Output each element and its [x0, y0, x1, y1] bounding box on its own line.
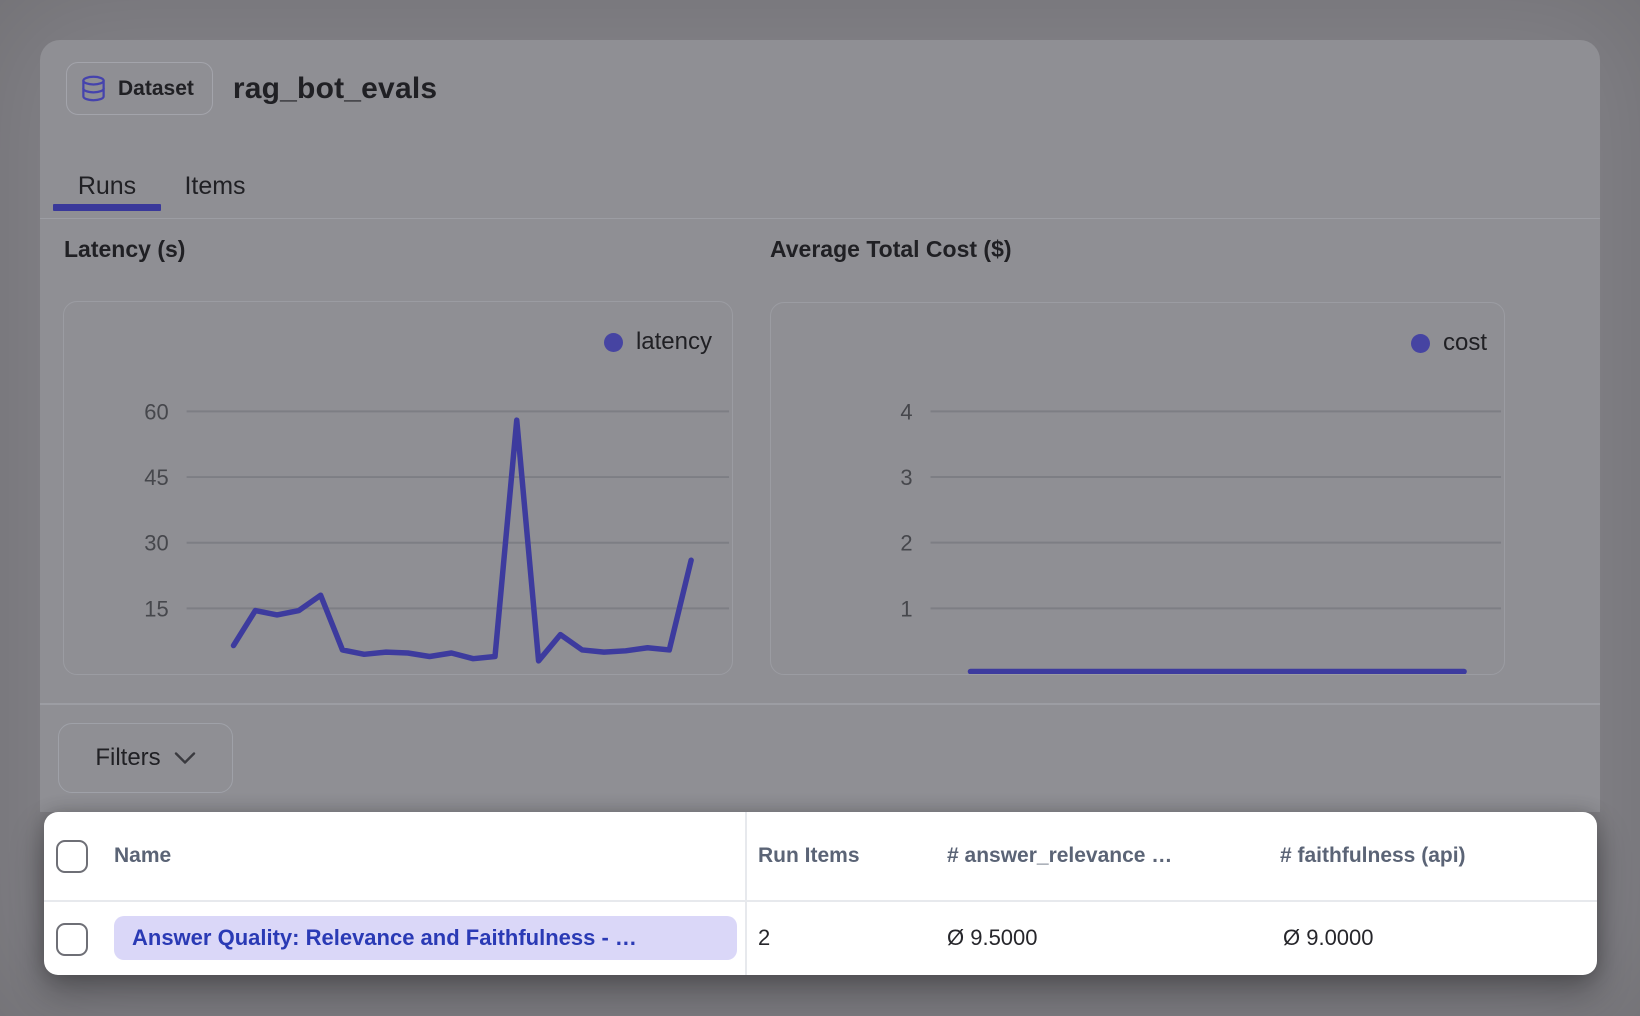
dataset-badge: Dataset: [66, 62, 213, 115]
tab-runs[interactable]: Runs: [77, 171, 137, 200]
svg-text:3: 3: [900, 465, 912, 490]
answer-relevance-value: Ø 9.5000: [947, 924, 1038, 950]
dataset-badge-label: Dataset: [118, 76, 194, 100]
column-header-name: Name: [114, 844, 172, 867]
svg-text:45: 45: [144, 465, 168, 490]
page-title: rag_bot_evals: [232, 71, 438, 105]
cost-chart: 1 2 3 4 cost: [770, 302, 1505, 675]
cost-legend: cost: [1410, 329, 1487, 357]
filters-button-label: Filters: [95, 744, 161, 771]
faithfulness-value: Ø 9.0000: [1283, 924, 1374, 950]
active-tab-indicator: [53, 204, 161, 211]
svg-text:30: 30: [144, 531, 168, 556]
column-header-run-items: Run Items: [758, 844, 860, 867]
header: Dataset rag_bot_evals: [66, 62, 437, 115]
row-checkbox[interactable]: [56, 923, 88, 956]
cost-legend-dot: [1410, 333, 1430, 353]
latency-chart: 15 30 45 60 latency: [63, 301, 733, 675]
cost-legend-label: cost: [1442, 329, 1487, 356]
latency-line-plot: 15 30 45 60: [144, 399, 730, 664]
latency-legend: latency: [603, 328, 712, 356]
latency-legend-dot: [603, 332, 623, 352]
run-items-value: 2: [758, 924, 771, 950]
column-header-answer-relevance: # answer_relevance …: [947, 844, 1173, 867]
dataset-card: Dataset rag_bot_evals Runs Items Latency…: [40, 40, 1600, 812]
svg-text:2: 2: [900, 531, 912, 556]
select-all-checkbox[interactable]: [56, 840, 88, 873]
tab-bar: Runs Items: [40, 152, 1600, 219]
filters-button[interactable]: Filters: [58, 723, 233, 793]
latency-chart-title: Latency (s): [64, 236, 186, 262]
svg-text:1: 1: [900, 596, 912, 621]
chevron-down-icon: [174, 752, 195, 764]
svg-text:60: 60: [144, 399, 168, 424]
svg-text:15: 15: [144, 596, 168, 621]
tab-items[interactable]: Items: [184, 171, 246, 200]
svg-text:4: 4: [900, 399, 912, 424]
column-divider: [745, 812, 747, 975]
column-header-faithfulness: # faithfulness (api): [1280, 844, 1466, 867]
cost-line-plot: 1 2 3 4: [900, 399, 1502, 674]
section-divider: [40, 703, 1600, 705]
header-separator: [44, 900, 1597, 902]
runs-table: Name Run Items # answer_relevance … # fa…: [44, 812, 1597, 975]
latency-legend-label: latency: [635, 328, 712, 355]
database-icon: [82, 75, 105, 102]
run-name-link[interactable]: Answer Quality: Relevance and Faithfulne…: [114, 916, 737, 960]
cost-chart-title: Average Total Cost ($): [770, 236, 1012, 262]
